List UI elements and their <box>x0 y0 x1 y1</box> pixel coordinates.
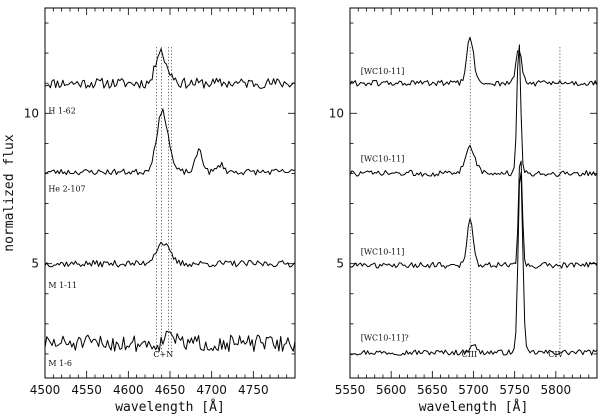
x-tick-label: 5700 <box>458 383 489 397</box>
panel-2 <box>349 7 598 379</box>
y-axis-label: normalized flux <box>2 134 17 252</box>
spectrum-label: M 1-6 <box>48 359 72 368</box>
x-tick-label: 4500 <box>30 383 61 397</box>
spectrum-line <box>349 172 598 356</box>
x-tick-label: 4750 <box>238 383 269 397</box>
x-tick-label: 5800 <box>541 383 572 397</box>
x-tick-label: 5600 <box>376 383 407 397</box>
x-axis-label: wavelength [Å] <box>419 399 529 415</box>
y-tick-label: 5 <box>31 257 39 271</box>
y-tick-label: 10 <box>24 106 39 120</box>
x-tick-label: 5550 <box>335 383 366 397</box>
spectrum-label: [WC10-11]? <box>361 333 409 342</box>
spectrum-line <box>44 241 296 268</box>
spectrum-label: [WC10-11] <box>361 67 405 76</box>
x-tick-label: 4650 <box>155 383 186 397</box>
spectrum-label: H 1-62 <box>48 106 75 115</box>
x-axis-label: wavelength [Å] <box>115 399 225 415</box>
x-tick-label: 5750 <box>499 383 530 397</box>
line-marker-label: CIII <box>462 350 478 359</box>
y-tick-label: 5 <box>336 257 344 271</box>
spectrum-label: He 2-107 <box>48 184 85 193</box>
spectrum-label: M 1-11 <box>48 281 77 290</box>
spectrum-line <box>349 36 598 87</box>
line-marker-label: CIV <box>548 350 563 359</box>
spectrum-line <box>349 44 598 177</box>
spectrum-line <box>349 160 598 269</box>
x-tick-label: 5650 <box>417 383 448 397</box>
spectrum-line <box>44 330 296 352</box>
x-tick-label: 4600 <box>113 383 144 397</box>
spectrum-label: [WC10-11] <box>361 248 405 257</box>
spectrum-line <box>44 108 296 176</box>
spectrum-label: [WC10-11] <box>361 154 405 163</box>
y-tick-label: 10 <box>329 106 344 120</box>
panel-1 <box>44 7 296 379</box>
line-marker-label: C+N <box>153 350 173 359</box>
x-tick-label: 4700 <box>196 383 227 397</box>
spectrum-line <box>44 48 296 89</box>
x-tick-label: 4550 <box>71 383 102 397</box>
